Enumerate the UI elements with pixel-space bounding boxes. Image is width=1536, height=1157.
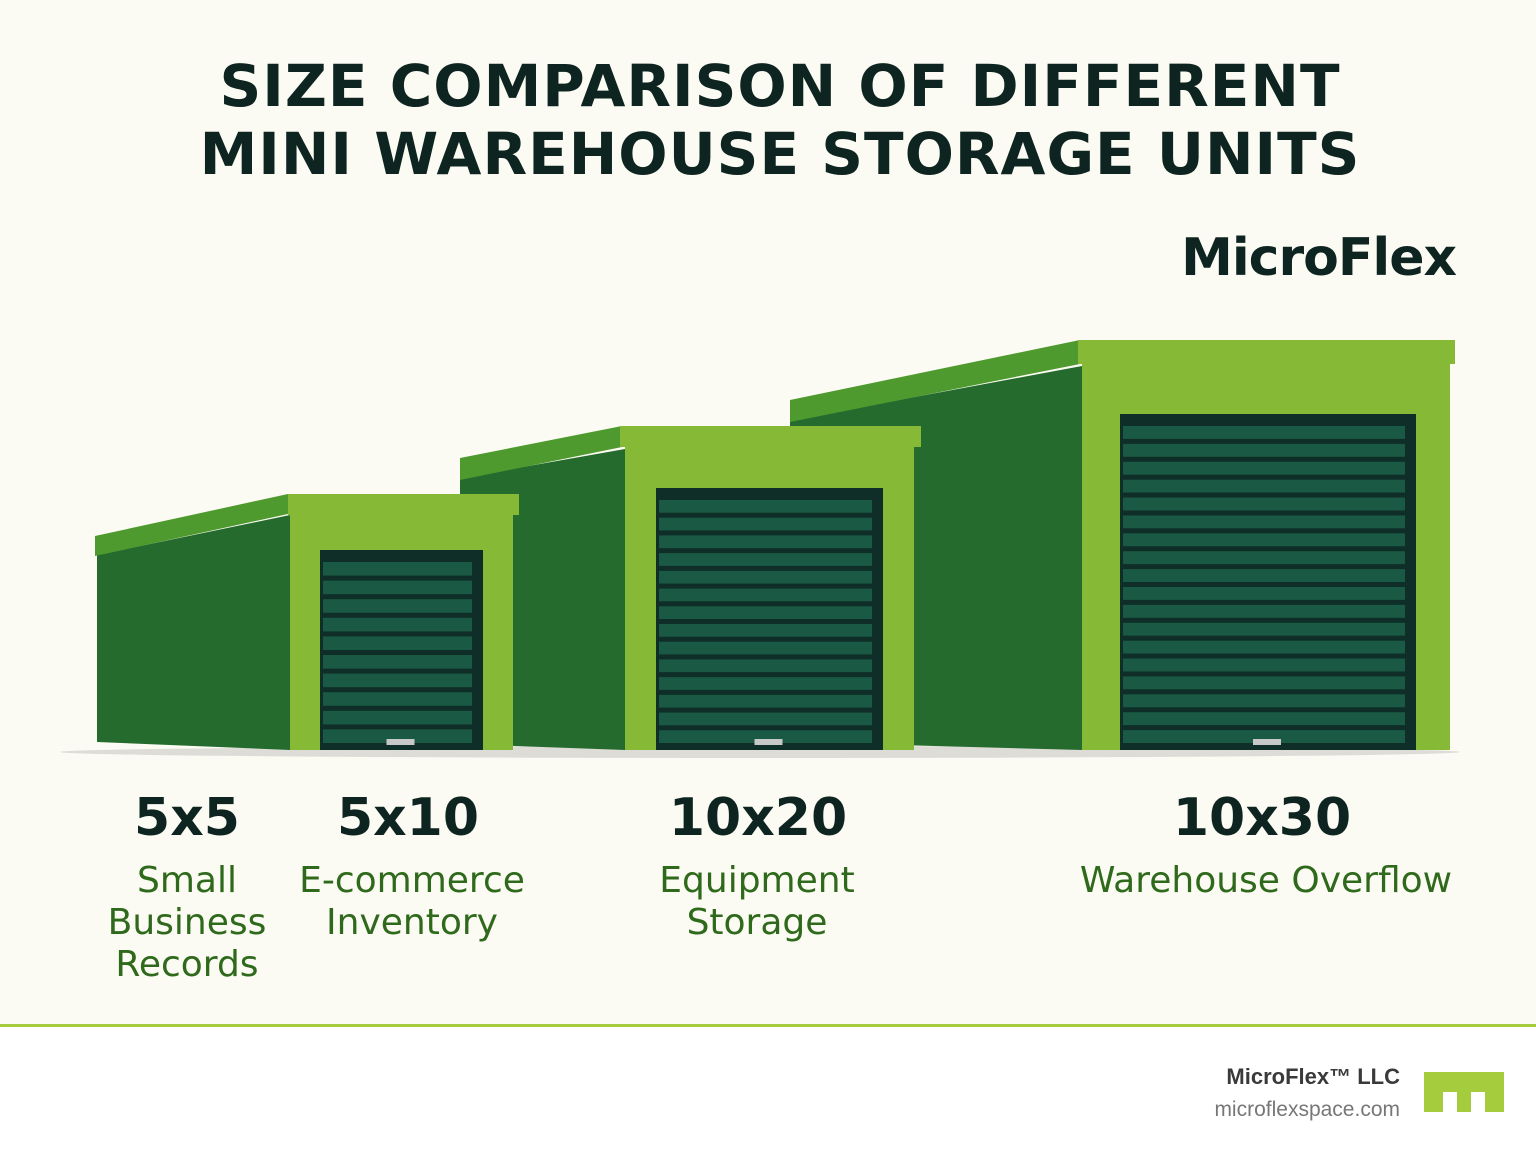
door-slat [323,617,472,632]
use-line: Warehouse Overflow [1079,860,1453,901]
door-slat [1123,587,1405,600]
door-slat [659,606,872,619]
door-slat [659,730,872,743]
unit-size-label: 5x10 [336,788,480,848]
door-slat [1123,730,1405,743]
door-slat [323,599,472,613]
door-slat [1123,497,1405,511]
door-slat [1123,640,1405,654]
door-slat [1123,622,1405,636]
door-slat [659,517,872,531]
use-line: Inventory [326,902,498,943]
unit-size-label: 10x20 [668,788,848,848]
door-slat [659,641,872,655]
door-slat [323,729,472,743]
footer-company: MicroFlex™ LLC [1226,1064,1400,1089]
unit-size-label: 5x5 [134,788,240,848]
door-slat [1123,443,1405,457]
door-slat [659,535,872,549]
door-slat [659,677,872,690]
door-slat [323,673,472,688]
door-slat [323,636,472,650]
door-slat [1123,426,1405,439]
door-slat [323,710,472,725]
use-line: Business [107,902,267,943]
unit-use-label: Warehouse Overflow [1066,860,1466,902]
door-slat [1123,569,1405,582]
title-line-1: SIZE COMPARISON OF DIFFERENT [219,52,1341,120]
footer-url[interactable]: microflexspace.com [1214,1098,1400,1121]
door-slat [323,580,472,595]
use-line: Small [137,860,237,901]
door-slat [1123,461,1405,475]
unit-use-label: Small Business Records [27,860,347,986]
door-handle [1253,739,1281,745]
door-slat [1123,694,1405,708]
door-slat [323,562,472,576]
unit-use-label: Equipment Storage [597,860,917,944]
use-line: Storage [686,902,828,943]
microflex-logo-icon [1424,1072,1504,1112]
door-slat [1123,551,1405,565]
unit-use-label: E-commerce Inventory [252,860,572,944]
door-slat [659,624,872,637]
door-slat [659,500,872,513]
use-line: Records [115,944,259,985]
door-slat [1123,658,1405,672]
footer [0,1024,1536,1157]
page-title: SIZE COMPARISON OF DIFFERENT MINI WAREHO… [0,52,1536,188]
door-slat [659,694,872,708]
door-slat [659,659,872,673]
door-slat [1123,533,1405,547]
use-line: E-commerce [299,860,525,901]
door-slat [659,712,872,726]
door-slat [1123,479,1405,493]
use-line: Equipment [659,860,855,901]
door-slat [659,588,872,602]
door-slat [323,655,472,669]
door-slat [659,570,872,584]
brand-name: MicroFlex [1181,228,1457,288]
door-handle [386,739,415,745]
door-slat [1123,604,1405,618]
title-line-2: MINI WAREHOUSE STORAGE UNITS [199,120,1361,188]
door-slat [1123,676,1405,690]
door-slat [659,553,872,566]
unit-size-label: 10x30 [1172,788,1352,848]
door-slat [1123,515,1405,529]
door-handle [754,739,783,745]
door-slat [1123,712,1405,726]
door-slat [323,692,472,706]
